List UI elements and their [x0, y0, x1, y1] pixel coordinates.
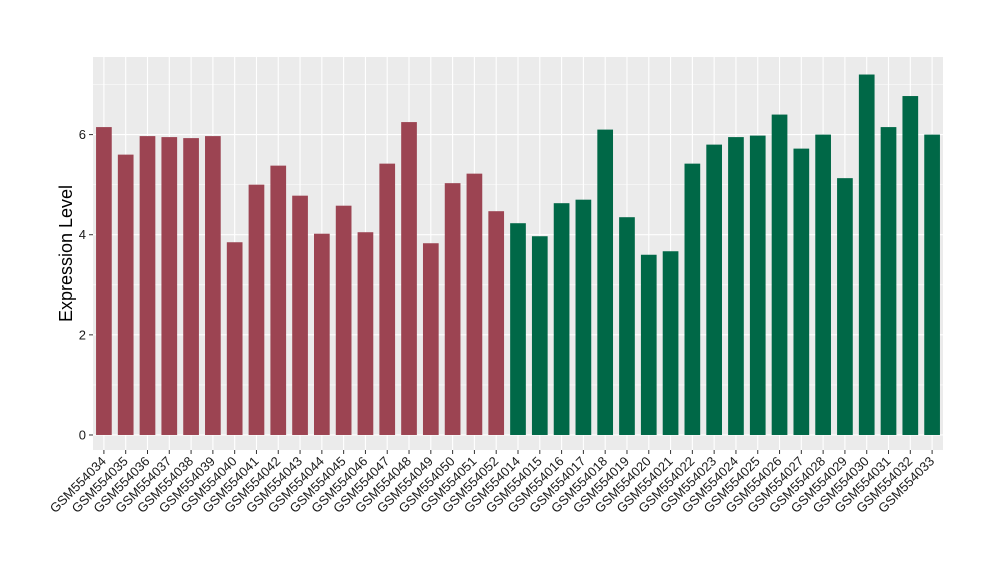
bar-GSM554022 — [684, 163, 701, 435]
bar-GSM554039 — [205, 136, 221, 435]
bar-GSM554040 — [226, 242, 243, 435]
bar-GSM554042 — [270, 165, 287, 435]
bar-GSM554052 — [488, 211, 505, 435]
y-tick-label: 6 — [79, 127, 86, 142]
bars — [96, 74, 940, 435]
bar-GSM554015 — [531, 236, 548, 435]
bar-GSM554017 — [575, 199, 592, 435]
bar-GSM554027 — [793, 148, 810, 435]
bar-GSM554014 — [510, 223, 526, 435]
bar-GSM554025 — [749, 135, 766, 435]
bar-GSM554018 — [597, 129, 614, 435]
y-tick-label: 2 — [79, 327, 86, 342]
bar-GSM554029 — [837, 178, 853, 435]
bar-GSM554033 — [924, 134, 940, 435]
bar-GSM554032 — [902, 96, 919, 435]
y-tick-label: 4 — [79, 227, 86, 242]
bar-GSM554026 — [771, 114, 788, 435]
y-axis: 0 2 4 6 — [79, 127, 93, 442]
bar-GSM554023 — [706, 144, 722, 435]
bar-GSM554031 — [880, 127, 897, 435]
bar-GSM554020 — [640, 254, 657, 435]
bar-GSM554019 — [619, 217, 635, 435]
bar-GSM554037 — [161, 137, 178, 435]
bar-GSM554041 — [248, 184, 265, 435]
bar-GSM554051 — [466, 173, 483, 435]
bar-GSM554036 — [139, 136, 156, 435]
bar-GSM554043 — [292, 195, 308, 435]
y-axis-title: Expression Level — [56, 185, 76, 322]
bar-GSM554021 — [662, 251, 679, 435]
bar-GSM554034 — [96, 127, 112, 435]
bar-GSM554038 — [183, 138, 199, 435]
bar-GSM554046 — [357, 232, 374, 435]
bar-GSM554030 — [858, 74, 875, 435]
bar-GSM554016 — [553, 203, 570, 435]
bar-GSM554050 — [444, 183, 461, 435]
bar-GSM554044 — [314, 233, 330, 435]
y-tick-label: 0 — [79, 427, 86, 442]
bar-GSM554028 — [815, 134, 831, 435]
bar-GSM554049 — [422, 243, 439, 435]
bar-GSM554035 — [117, 154, 134, 435]
bar-GSM554024 — [728, 137, 744, 435]
x-axis: GSM554034GSM554035GSM554036GSM554037GSM5… — [47, 450, 937, 516]
bar-GSM554048 — [401, 122, 417, 435]
bar-GSM554047 — [379, 163, 396, 435]
bar-GSM554045 — [335, 205, 352, 435]
